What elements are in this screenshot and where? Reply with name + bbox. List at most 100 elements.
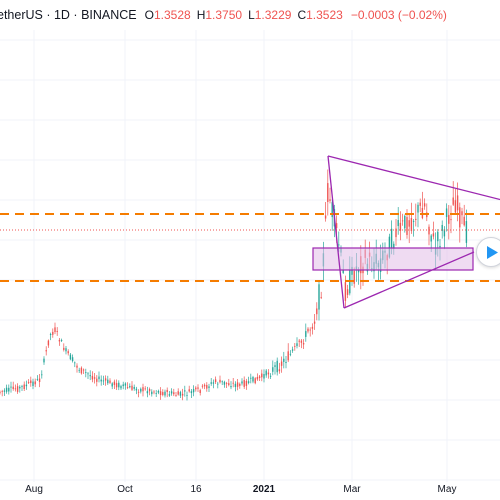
candle-body <box>32 381 34 386</box>
candle-body <box>85 372 87 373</box>
high-label: H <box>196 8 206 22</box>
ohlc-values: O1.3528 H1.3750 L1.3229 C1.3523 <box>145 8 343 22</box>
candle-body <box>135 388 138 391</box>
candle-body <box>390 228 393 249</box>
candle-body <box>338 244 340 246</box>
open-value: 1.3528 <box>153 8 191 22</box>
candle-body <box>131 385 133 390</box>
close-label: C <box>297 8 307 22</box>
candle-body <box>269 375 272 377</box>
x-tick: 16 <box>190 484 202 495</box>
candle-body <box>107 379 109 384</box>
candle-body <box>278 369 281 372</box>
candle-body <box>267 372 270 375</box>
candle-body <box>324 215 327 219</box>
high-value: 1.3750 <box>205 8 243 22</box>
candle-body <box>111 383 113 387</box>
chart-legend: etherUS · 1D · BINANCE O1.3528 H1.3750 L… <box>0 0 500 30</box>
candle-body <box>47 340 50 346</box>
candle-body <box>234 383 237 388</box>
candle-body <box>201 385 204 387</box>
candle-body <box>126 387 129 388</box>
candle-body <box>441 224 443 231</box>
candle-body <box>195 387 197 390</box>
candle-body <box>395 228 397 238</box>
candle-body <box>146 391 149 394</box>
candle-body <box>89 375 91 377</box>
candle-body <box>318 284 320 310</box>
candle-body <box>335 223 338 229</box>
candle-body <box>439 245 441 248</box>
candle-body <box>140 388 142 392</box>
candle-body <box>294 345 296 347</box>
candle-body <box>346 289 349 295</box>
candle-body <box>280 361 283 366</box>
candle-body <box>80 367 83 374</box>
time-axis[interactable]: Aug Oct 16 2021 Mar May <box>0 482 500 500</box>
candle-body <box>316 308 318 315</box>
candle-body <box>49 333 52 336</box>
candle-body <box>307 328 309 332</box>
candle-body <box>118 382 120 388</box>
candle-body <box>419 202 421 206</box>
candle-body <box>177 391 179 395</box>
candle-body <box>423 203 426 207</box>
symbol-title[interactable]: etherUS · 1D · BINANCE <box>0 8 137 22</box>
candle-body <box>289 353 292 355</box>
candle-body <box>137 391 140 393</box>
candle-body <box>243 380 245 387</box>
candle-body <box>188 389 190 392</box>
candle-body <box>124 383 127 386</box>
replay-button[interactable] <box>476 237 500 267</box>
candle-body <box>93 377 96 379</box>
candle-body <box>74 362 76 364</box>
candle-body <box>456 195 459 211</box>
candle-body <box>408 220 410 227</box>
play-icon <box>486 245 498 259</box>
candle-body <box>305 331 307 337</box>
exchange: BINANCE <box>81 8 137 22</box>
candle-body <box>192 389 195 393</box>
candle-body <box>43 358 45 363</box>
candle-body <box>91 375 94 380</box>
candle-body <box>197 387 199 389</box>
candle-body <box>272 367 274 372</box>
candle-body <box>250 377 252 379</box>
price-change: −0.0003 (−0.02%) <box>350 8 447 22</box>
candle-body <box>168 394 171 396</box>
candle-body <box>58 339 61 342</box>
candle-body <box>401 220 404 222</box>
triangle-upper-line[interactable] <box>327 155 500 201</box>
candle-body <box>155 393 157 394</box>
candle-body <box>102 380 105 382</box>
candle-body <box>274 365 276 367</box>
candle-body <box>448 214 450 224</box>
candle-body <box>388 236 391 258</box>
candle-body <box>256 376 259 380</box>
candle-body <box>404 215 406 229</box>
candle-body <box>16 386 19 392</box>
candle-body <box>459 207 461 228</box>
candle-body <box>236 382 239 387</box>
candle-body <box>100 379 102 382</box>
candle-body <box>296 343 298 347</box>
candle-body <box>252 377 254 382</box>
candle-body <box>239 383 241 386</box>
candle-body <box>357 269 360 273</box>
candle-body <box>452 197 454 205</box>
candle-body <box>19 386 21 389</box>
candle-body <box>78 369 80 371</box>
candle-body <box>115 383 118 388</box>
candle-body <box>98 376 100 380</box>
candle-body <box>170 391 173 394</box>
candle-body <box>300 340 303 343</box>
candle-body <box>302 343 305 345</box>
triangle-left-side[interactable] <box>327 155 345 309</box>
triangle-lower-line[interactable] <box>343 251 475 309</box>
candle-body <box>245 380 248 386</box>
consolidation-zone[interactable] <box>312 247 474 271</box>
candle-body <box>120 386 122 389</box>
candle-body <box>14 388 17 390</box>
candle-body <box>27 382 30 383</box>
